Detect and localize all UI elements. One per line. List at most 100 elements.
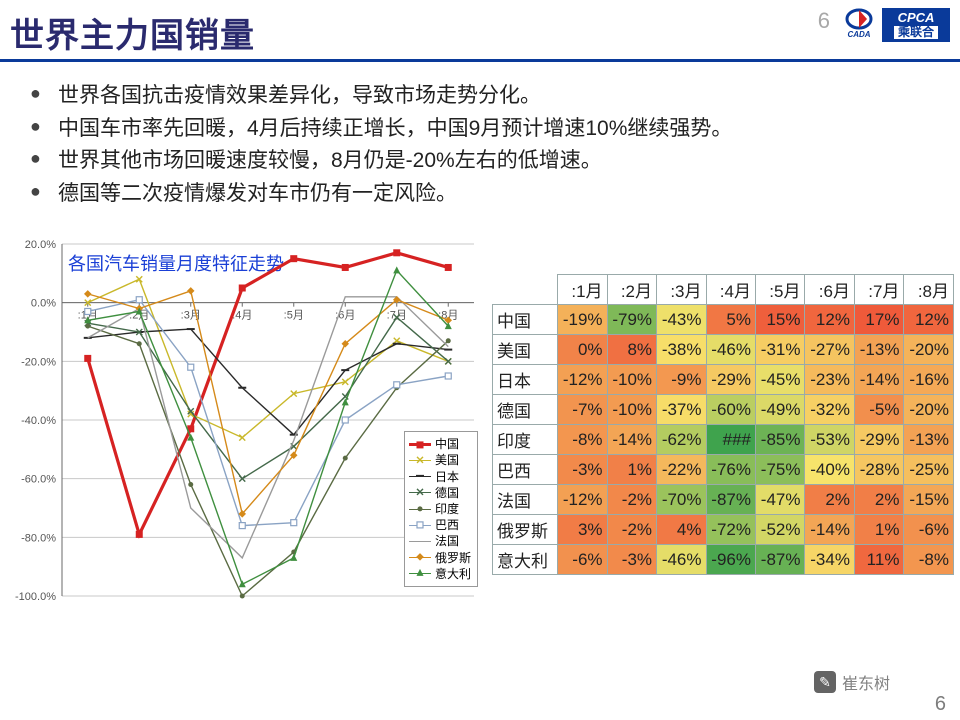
heat-cell: -29%: [854, 425, 903, 455]
heat-cell: -3%: [558, 455, 607, 485]
heat-cell: -75%: [755, 455, 804, 485]
svg-text:0.0%: 0.0%: [31, 298, 56, 310]
legend-item: 中国: [409, 436, 471, 452]
svg-text:20.0%: 20.0%: [25, 239, 56, 251]
svg-text:-40.0%: -40.0%: [21, 415, 56, 427]
legend-item: 印度: [409, 501, 471, 517]
heat-cell: -8%: [904, 545, 954, 575]
heat-cell: -87%: [706, 485, 755, 515]
heat-cell: 11%: [854, 545, 903, 575]
legend-item: 意大利: [409, 566, 471, 582]
logo-group: 6 CADA CPCA 乘联合: [818, 8, 950, 42]
heat-cell: 8%: [607, 335, 656, 365]
heat-cell: -5%: [854, 395, 903, 425]
col-header: :3月: [657, 275, 706, 305]
row-header: 法国: [493, 485, 558, 515]
legend-item: 美国: [409, 452, 471, 468]
svg-text:-80.0%: -80.0%: [21, 533, 56, 545]
heat-cell: -46%: [706, 335, 755, 365]
header-rule: [0, 59, 960, 62]
heat-cell: -79%: [607, 305, 656, 335]
heat-cell: -13%: [854, 335, 903, 365]
heat-cell: -45%: [755, 365, 804, 395]
heat-cell: 12%: [805, 305, 854, 335]
heat-cell: -10%: [607, 365, 656, 395]
heat-cell: -87%: [755, 545, 804, 575]
heat-cell: -6%: [904, 515, 954, 545]
bullet-list: 世界各国抗击疫情效果差异化，导致市场走势分化。中国车市率先回暖，4月后持续正增长…: [0, 78, 960, 214]
heat-cell: -2%: [607, 515, 656, 545]
heat-cell: -31%: [755, 335, 804, 365]
heat-cell: -32%: [805, 395, 854, 425]
heat-cell: -47%: [755, 485, 804, 515]
heat-cell: -52%: [755, 515, 804, 545]
heat-cell: -16%: [904, 365, 954, 395]
heat-cell: -34%: [805, 545, 854, 575]
heat-cell: -49%: [755, 395, 804, 425]
col-header: :1月: [558, 275, 607, 305]
svg-text:-100.0%: -100.0%: [15, 591, 56, 603]
col-header: :8月: [904, 275, 954, 305]
heat-cell: -12%: [558, 365, 607, 395]
heat-cell: -22%: [657, 455, 706, 485]
heat-cell: 2%: [854, 485, 903, 515]
legend-item: 日本: [409, 469, 471, 485]
heat-cell: -28%: [854, 455, 903, 485]
heat-cell: -14%: [854, 365, 903, 395]
page-title: 世界主力国销量: [10, 8, 255, 57]
cada-logo: CADA: [840, 8, 878, 42]
row-header: 印度: [493, 425, 558, 455]
table-row: 日本-12%-10%-9%-29%-45%-23%-14%-16%: [493, 365, 954, 395]
heat-cell: -29%: [706, 365, 755, 395]
legend-item: 法国: [409, 533, 471, 549]
heat-cell: -85%: [755, 425, 804, 455]
heat-cell: 17%: [854, 305, 903, 335]
heat-cell: 1%: [607, 455, 656, 485]
table-row: 中国-19%-79%-43%5%15%12%17%12%: [493, 305, 954, 335]
heat-cell: -8%: [558, 425, 607, 455]
row-header: 意大利: [493, 545, 558, 575]
svg-text::7月: :7月: [387, 310, 407, 322]
heat-cell: -20%: [904, 395, 954, 425]
heat-cell: -20%: [904, 335, 954, 365]
row-header: 俄罗斯: [493, 515, 558, 545]
row-header: 中国: [493, 305, 558, 335]
heat-cell: -60%: [706, 395, 755, 425]
legend-item: 巴西: [409, 517, 471, 533]
heat-cell: -3%: [607, 545, 656, 575]
col-header: :2月: [607, 275, 656, 305]
col-header: :4月: [706, 275, 755, 305]
heat-cell: -13%: [904, 425, 954, 455]
table-row: 美国0%8%-38%-46%-31%-27%-13%-20%: [493, 335, 954, 365]
heat-cell: 0%: [558, 335, 607, 365]
heat-cell: -9%: [657, 365, 706, 395]
heat-cell: -70%: [657, 485, 706, 515]
page-number-top: 6: [818, 8, 830, 34]
col-header: :6月: [805, 275, 854, 305]
heat-cell: -27%: [805, 335, 854, 365]
legend-item: 德国: [409, 485, 471, 501]
page-number-bottom: 6: [935, 693, 946, 716]
row-header: 巴西: [493, 455, 558, 485]
bullet-item: 中国车市率先回暖，4月后持续正增长，中国9月预计增速10%继续强势。: [36, 113, 932, 146]
col-header: :5月: [755, 275, 804, 305]
table-row: 法国-12%-2%-70%-87%-47%2%2%-15%: [493, 485, 954, 515]
heat-cell: -46%: [657, 545, 706, 575]
chart-legend: 中国美国日本德国印度巴西法国俄罗斯意大利: [404, 431, 478, 587]
heat-cell: -2%: [607, 485, 656, 515]
heat-cell: -25%: [904, 455, 954, 485]
row-header: 美国: [493, 335, 558, 365]
watermark-icon: ✎: [814, 671, 836, 693]
heat-cell: 5%: [706, 305, 755, 335]
heat-cell: -37%: [657, 395, 706, 425]
table-row: 印度-8%-14%-62%###-85%-53%-29%-13%: [493, 425, 954, 455]
watermark-text: 崔东树: [842, 670, 890, 694]
heat-table: :1月:2月:3月:4月:5月:6月:7月:8月中国-19%-79%-43%5%…: [492, 274, 954, 575]
heat-cell: -40%: [805, 455, 854, 485]
heat-table-box: :1月:2月:3月:4月:5月:6月:7月:8月中国-19%-79%-43%5%…: [492, 274, 954, 616]
heat-cell: -19%: [558, 305, 607, 335]
heat-cell: 15%: [755, 305, 804, 335]
heat-cell: 3%: [558, 515, 607, 545]
table-row: 俄罗斯3%-2%4%-72%-52%-14%1%-6%: [493, 515, 954, 545]
heat-cell: 12%: [904, 305, 954, 335]
